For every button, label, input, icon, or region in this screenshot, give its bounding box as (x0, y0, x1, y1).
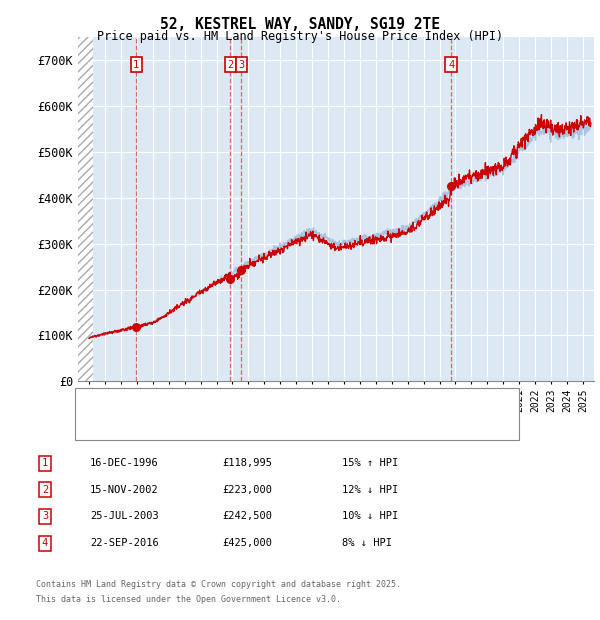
Text: 22-SEP-2016: 22-SEP-2016 (90, 538, 159, 548)
Text: 52, KESTREL WAY, SANDY, SG19 2TE (detached house): 52, KESTREL WAY, SANDY, SG19 2TE (detach… (107, 399, 413, 409)
Text: 25-JUL-2003: 25-JUL-2003 (90, 512, 159, 521)
Text: 15-NOV-2002: 15-NOV-2002 (90, 485, 159, 495)
Text: £223,000: £223,000 (222, 485, 272, 495)
Text: Price paid vs. HM Land Registry's House Price Index (HPI): Price paid vs. HM Land Registry's House … (97, 30, 503, 43)
Text: £425,000: £425,000 (222, 538, 272, 548)
Text: 3: 3 (42, 512, 48, 521)
Text: HPI: Average price, detached house, Central Bedfordshire: HPI: Average price, detached house, Cent… (107, 419, 457, 429)
Text: 16-DEC-1996: 16-DEC-1996 (90, 458, 159, 468)
Text: 1: 1 (42, 458, 48, 468)
Text: £118,995: £118,995 (222, 458, 272, 468)
Text: 12% ↓ HPI: 12% ↓ HPI (342, 485, 398, 495)
Text: 8% ↓ HPI: 8% ↓ HPI (342, 538, 392, 548)
Text: 4: 4 (42, 538, 48, 548)
Text: Contains HM Land Registry data © Crown copyright and database right 2025.: Contains HM Land Registry data © Crown c… (36, 580, 401, 589)
Text: 1: 1 (133, 60, 139, 69)
Text: 3: 3 (238, 60, 245, 69)
Text: 4: 4 (448, 60, 454, 69)
Text: 52, KESTREL WAY, SANDY, SG19 2TE: 52, KESTREL WAY, SANDY, SG19 2TE (160, 17, 440, 32)
Text: This data is licensed under the Open Government Licence v3.0.: This data is licensed under the Open Gov… (36, 595, 341, 604)
Text: 15% ↑ HPI: 15% ↑ HPI (342, 458, 398, 468)
Text: 2: 2 (227, 60, 233, 69)
Text: 10% ↓ HPI: 10% ↓ HPI (342, 512, 398, 521)
Text: £242,500: £242,500 (222, 512, 272, 521)
Text: 2: 2 (42, 485, 48, 495)
Bar (78, 37, 93, 381)
